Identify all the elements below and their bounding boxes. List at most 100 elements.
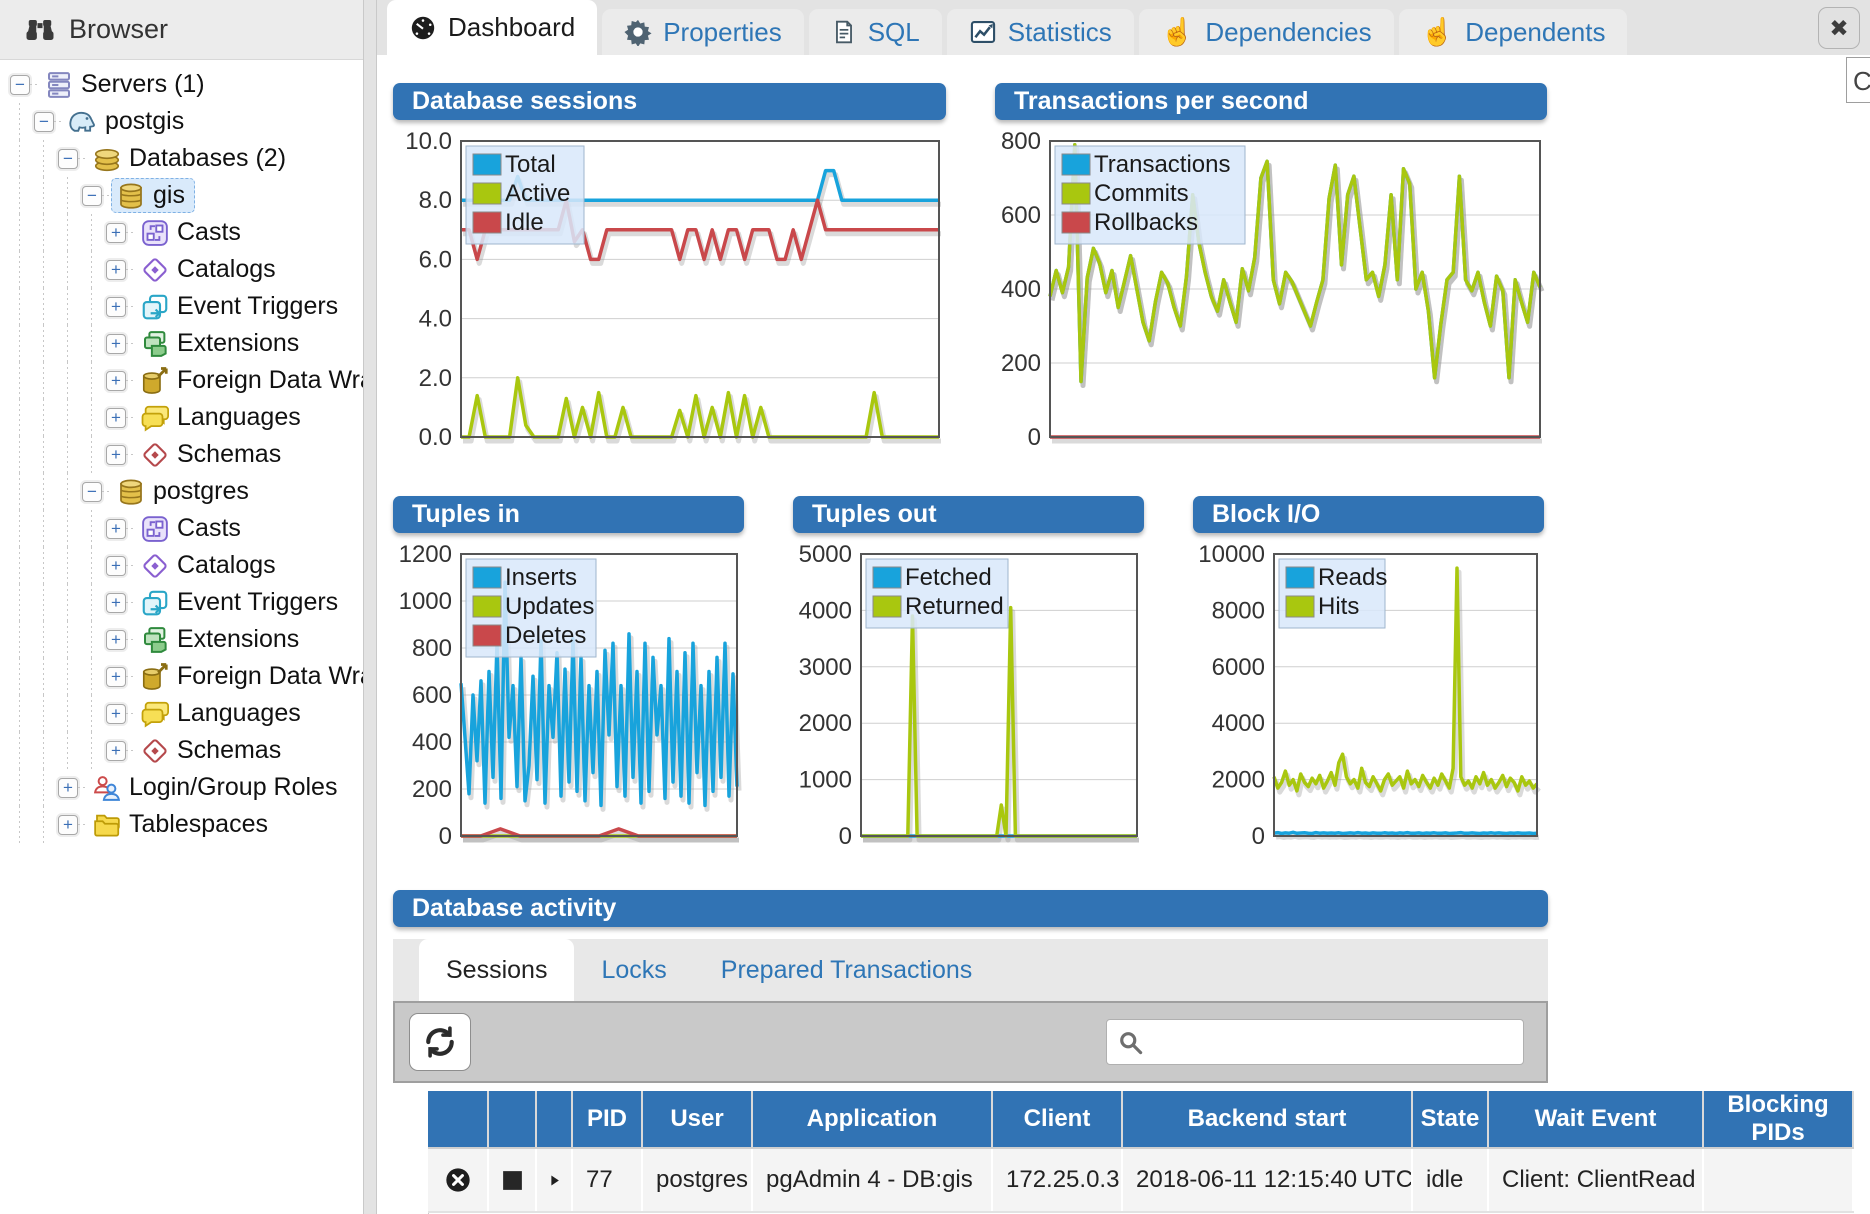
tree-node[interactable]: postgis xyxy=(63,104,194,139)
tree-node[interactable]: Event Triggers xyxy=(135,585,348,620)
tree-expander-plus[interactable]: + xyxy=(106,333,126,354)
tree-expander-plus[interactable]: + xyxy=(106,592,126,613)
tree-node[interactable]: Schemas xyxy=(135,437,291,472)
refresh-button[interactable] xyxy=(409,1013,471,1071)
panel-splitter[interactable] xyxy=(363,0,377,1214)
tree-item-languages[interactable]: + Languages xyxy=(0,695,363,732)
tree-item-casts[interactable]: + Casts xyxy=(0,510,363,547)
stop-icon[interactable] xyxy=(500,1168,525,1193)
tree-expander-plus[interactable]: + xyxy=(106,296,126,317)
tree-expander-minus[interactable]: − xyxy=(10,74,30,95)
tree-guide xyxy=(10,177,34,214)
column-header-application[interactable]: Application xyxy=(752,1091,993,1149)
tree-node[interactable]: Login/Group Roles xyxy=(87,770,347,805)
tree-item-postgis[interactable]: − postgis xyxy=(0,103,363,140)
tree-item-tablespaces[interactable]: + Tablespaces xyxy=(0,806,363,843)
casts-icon xyxy=(139,513,170,544)
tree-item-postgres[interactable]: − postgres xyxy=(0,473,363,510)
tab-sql[interactable]: SQL xyxy=(808,9,942,55)
tree-item-extensions[interactable]: + Extensions xyxy=(0,621,363,658)
column-header-wait-event[interactable]: Wait Event xyxy=(1488,1091,1704,1149)
column-header-backend-start[interactable]: Backend start xyxy=(1122,1091,1413,1149)
tab-properties[interactable]: Properties xyxy=(602,9,804,55)
column-header[interactable] xyxy=(536,1091,573,1149)
tree-item-foreign-data-wrap[interactable]: + Foreign Data Wrap xyxy=(0,362,363,399)
gear-icon xyxy=(624,18,652,46)
tree-node[interactable]: Event Triggers xyxy=(135,289,348,324)
tree-node[interactable]: gis xyxy=(111,178,195,213)
tree-item-catalogs[interactable]: + Catalogs xyxy=(0,547,363,584)
tree-item-servers-1-[interactable]: − Servers (1) xyxy=(0,66,363,103)
tree-item-casts[interactable]: + Casts xyxy=(0,214,363,251)
tree-expander-plus[interactable]: + xyxy=(106,370,126,391)
tree-node[interactable]: Foreign Data Wrap xyxy=(135,363,363,398)
tree-expander-plus[interactable]: + xyxy=(106,444,126,465)
cancel-icon[interactable] xyxy=(444,1166,472,1194)
tree-expander-plus[interactable]: + xyxy=(106,666,126,687)
activity-tab-prepared-transactions[interactable]: Prepared Transactions xyxy=(694,939,1000,1001)
activity-tab-locks[interactable]: Locks xyxy=(574,939,693,1001)
column-header[interactable] xyxy=(488,1091,537,1149)
binoculars-icon xyxy=(24,14,55,45)
tree-item-databases-2-[interactable]: − Databases (2) xyxy=(0,140,363,177)
tree-node[interactable]: Databases (2) xyxy=(87,141,296,176)
tree-item-login-group-roles[interactable]: + Login/Group Roles xyxy=(0,769,363,806)
tree-expander-minus[interactable]: − xyxy=(82,185,102,206)
column-header-blocking-pids[interactable]: Blocking PIDs xyxy=(1703,1091,1854,1149)
tree-expander-plus[interactable]: + xyxy=(58,814,78,835)
tree-expander-plus[interactable]: + xyxy=(106,407,126,428)
search-input[interactable] xyxy=(1152,1029,1513,1055)
tree-node[interactable]: Tablespaces xyxy=(87,807,278,842)
tree-expander-plus[interactable]: + xyxy=(106,259,126,280)
tree-item-extensions[interactable]: + Extensions xyxy=(0,325,363,362)
tab-dependencies[interactable]: ☝ Dependencies xyxy=(1138,9,1394,55)
column-header-client[interactable]: Client xyxy=(992,1091,1123,1149)
tree-item-gis[interactable]: − gis xyxy=(0,177,363,214)
tab-statistics[interactable]: Statistics xyxy=(946,9,1134,55)
tree-item-catalogs[interactable]: + Catalogs xyxy=(0,251,363,288)
tree-expander-plus[interactable]: + xyxy=(106,222,126,243)
tree-node[interactable]: Servers (1) xyxy=(39,67,215,102)
tree-expander-minus[interactable]: − xyxy=(34,111,54,132)
extensions-icon xyxy=(139,328,170,359)
tree-item-schemas[interactable]: + Schemas xyxy=(0,732,363,769)
column-header-state[interactable]: State xyxy=(1412,1091,1489,1149)
server-icon xyxy=(67,106,98,137)
tree-node[interactable]: Languages xyxy=(135,696,311,731)
tree-node[interactable]: Schemas xyxy=(135,733,291,768)
tree-node[interactable]: Casts xyxy=(135,215,251,250)
tree-expander-plus[interactable]: + xyxy=(106,740,126,761)
tree-expander-plus[interactable]: + xyxy=(106,629,126,650)
tree-node[interactable]: Catalogs xyxy=(135,548,286,583)
hand-pointer-icon: ☝ xyxy=(1160,17,1195,47)
tree-node[interactable]: Casts xyxy=(135,511,251,546)
close-panel-button[interactable]: ✖ xyxy=(1818,7,1860,49)
column-header-user[interactable]: User xyxy=(642,1091,753,1149)
tab-label: Dependencies xyxy=(1205,16,1372,47)
tree-expander-plus[interactable]: + xyxy=(106,518,126,539)
column-header[interactable] xyxy=(428,1091,489,1149)
expand-icon[interactable] xyxy=(547,1173,562,1188)
activity-tab-sessions[interactable]: Sessions xyxy=(419,939,575,1001)
tree-expander-minus[interactable]: − xyxy=(58,148,78,169)
tree-guide xyxy=(10,103,34,140)
tree-expander-plus[interactable]: + xyxy=(58,777,78,798)
tab-dependents[interactable]: ☝ Dependents xyxy=(1398,9,1628,55)
tree-node[interactable]: Foreign Data Wrap xyxy=(135,659,363,694)
tree-node[interactable]: Extensions xyxy=(135,622,309,657)
svg-text:Active: Active xyxy=(505,180,570,207)
tab-dashboard[interactable]: Dashboard xyxy=(387,0,598,55)
tree-node[interactable]: Extensions xyxy=(135,326,309,361)
tree-expander-plus[interactable]: + xyxy=(106,703,126,724)
tree-expander-minus[interactable]: − xyxy=(82,481,102,502)
tree-expander-plus[interactable]: + xyxy=(106,555,126,576)
tree-node[interactable]: postgres xyxy=(111,474,259,509)
tree-item-event-triggers[interactable]: + Event Triggers xyxy=(0,288,363,325)
tree-node[interactable]: Languages xyxy=(135,400,311,435)
column-header-pid[interactable]: PID xyxy=(572,1091,643,1149)
tree-item-foreign-data-wrap[interactable]: + Foreign Data Wrap xyxy=(0,658,363,695)
tree-node[interactable]: Catalogs xyxy=(135,252,286,287)
tree-item-event-triggers[interactable]: + Event Triggers xyxy=(0,584,363,621)
tree-item-schemas[interactable]: + Schemas xyxy=(0,436,363,473)
tree-item-languages[interactable]: + Languages xyxy=(0,399,363,436)
